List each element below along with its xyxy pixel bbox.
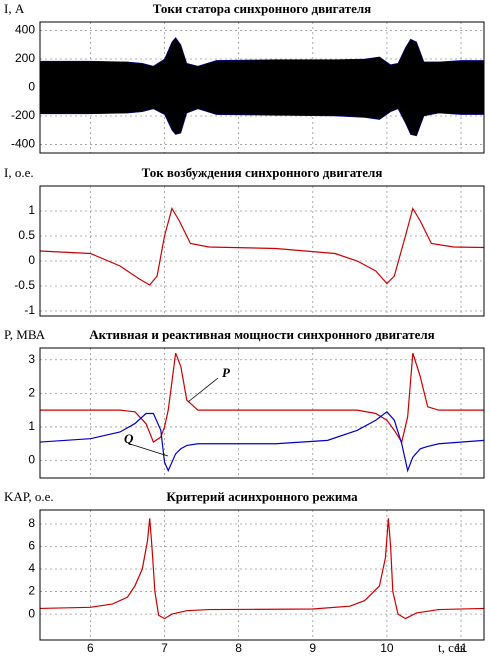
chart-title: Критерий асинхронного режима [166,489,358,504]
y-axis-label: KАР, о.е. [4,489,54,504]
y-tick-label: 1 [28,203,35,217]
x-tick-label: 10 [380,641,394,655]
data-line [40,352,484,444]
plot-frame [39,509,485,641]
y-tick-label: 6 [28,539,35,553]
y-tick-label: 200 [15,51,35,65]
y-tick-label: 0.5 [18,228,35,242]
y-tick-label: -1 [24,303,35,317]
current-band [39,37,485,137]
plot-frame [39,21,485,154]
y-tick-label: 0 [28,253,35,267]
y-tick-label: 0 [28,80,35,94]
x-tick-label: 6 [87,641,94,655]
x-tick-label: 8 [235,641,242,655]
series-annotation: Q [124,431,134,446]
y-tick-label: 2 [28,386,35,400]
y-tick-label: 2 [28,584,35,598]
y-tick-label: 8 [28,516,35,530]
y-tick-label: -0.5 [14,278,35,292]
y-axis-label: I, А [4,1,25,16]
annotation-leader [187,377,219,403]
x-tick-label: 9 [309,641,316,655]
annotation-leader [129,443,169,457]
x-tick-label: 7 [161,641,168,655]
chart-title: Активная и реактивная мощности синхронно… [89,327,434,342]
data-line [39,518,485,620]
y-axis-label: P, МВА [4,327,46,342]
plot-frame [39,347,485,479]
y-tick-label: 4 [28,561,35,575]
y-tick-label: 400 [15,23,35,37]
data-line [39,411,485,473]
y-tick-label: 1 [28,419,35,433]
y-tick-label: 3 [28,352,35,366]
plot-frame [39,185,485,317]
y-tick-label: 0 [28,453,35,467]
chart-title: Ток возбуждения синхронного двигателя [142,165,383,180]
data-line [39,206,485,286]
chart-title: Токи статора синхронного двигателя [153,1,371,16]
y-tick-label: 0 [28,606,35,620]
x-tick-label: 11 [455,641,468,655]
y-tick-label: -400 [11,137,35,151]
y-axis-label: I, о.е. [4,165,34,180]
series-annotation: P [222,365,231,380]
y-tick-label: -200 [11,108,35,122]
x-axis-label: t, сек [438,640,467,655]
